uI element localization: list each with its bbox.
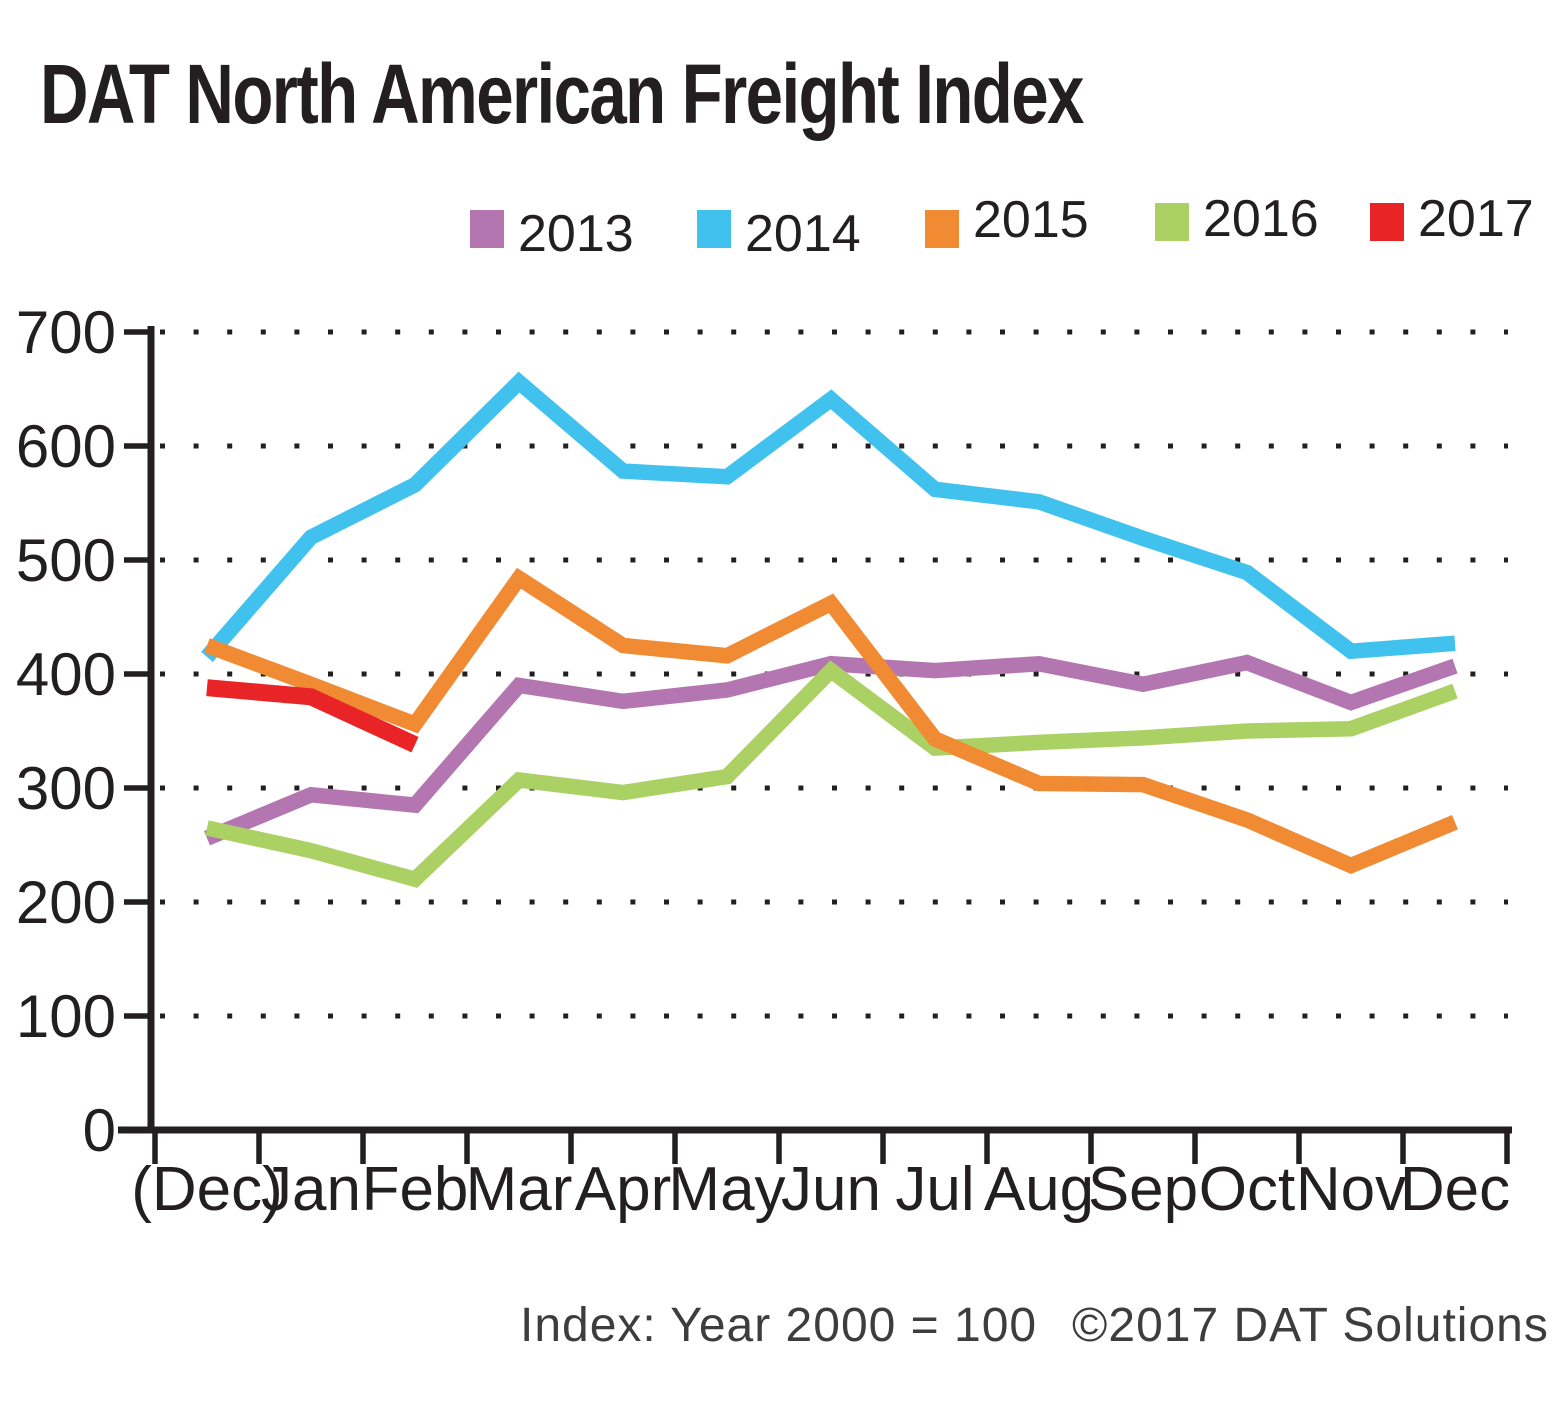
legend-swatch-2015 xyxy=(925,210,959,248)
x-axis-label-Sep: Sep xyxy=(1088,1155,1198,1224)
legend-label-2014: 2014 xyxy=(745,205,861,263)
x-axis-label-Dec: (Dec) xyxy=(131,1155,283,1224)
legend-item-2016: 2016 xyxy=(1155,193,1319,255)
series-line-2013 xyxy=(204,654,1458,846)
series-line-2017 xyxy=(206,679,419,753)
legend-item-2017: 2017 xyxy=(1370,193,1534,255)
legend-label-2017: 2017 xyxy=(1418,190,1534,248)
x-axis-label-Apr: Apr xyxy=(575,1155,671,1224)
y-axis-label-400: 400 xyxy=(16,641,116,708)
y-axis-label-0: 0 xyxy=(83,1097,116,1164)
x-axis-label-Feb: Feb xyxy=(362,1155,469,1224)
y-axis-label-200: 200 xyxy=(16,869,116,936)
page-title: DAT North American Freight Index xyxy=(40,47,1084,141)
x-axis-label-Mar: Mar xyxy=(466,1155,573,1224)
index-note: Index: Year 2000 = 100 xyxy=(520,1299,1038,1352)
series-line-2016 xyxy=(205,660,1458,888)
y-axis-label-600: 600 xyxy=(16,413,116,480)
x-axis-label-Oct: Oct xyxy=(1199,1155,1295,1224)
series-line-2014 xyxy=(201,371,1456,662)
x-axis-label-May: May xyxy=(668,1155,785,1224)
y-axis-label-300: 300 xyxy=(16,755,116,822)
x-axis-label-Jan: Jan xyxy=(261,1155,361,1224)
legend-item-2014: 2014 xyxy=(697,205,861,263)
x-axis-label-Aug: Aug xyxy=(984,1155,1094,1224)
y-axis-label-500: 500 xyxy=(16,527,116,594)
legend-swatch-2016 xyxy=(1155,203,1189,241)
y-axis-label-100: 100 xyxy=(16,983,116,1050)
legend-swatch-2013 xyxy=(470,210,504,248)
x-axis-label-Dec: Dec xyxy=(1400,1155,1510,1224)
legend-item-2015: 2015 xyxy=(925,194,1089,262)
legend-swatch-2014 xyxy=(697,210,731,248)
legend-label-2016: 2016 xyxy=(1203,190,1319,248)
series-line-2015 xyxy=(204,567,1458,874)
legend-label-2015: 2015 xyxy=(973,191,1089,249)
legend-item-2013: 2013 xyxy=(470,205,634,263)
legend-label-2013: 2013 xyxy=(518,205,634,263)
x-axis-label-Jun: Jun xyxy=(781,1155,881,1224)
x-axis-label-Jul: Jul xyxy=(895,1155,974,1224)
x-axis-label-Nov: Nov xyxy=(1296,1155,1406,1224)
y-axis-label-700: 700 xyxy=(16,299,116,366)
legend-swatch-2017 xyxy=(1370,203,1404,241)
copyright: ©2017 DAT Solutions xyxy=(1072,1299,1549,1352)
